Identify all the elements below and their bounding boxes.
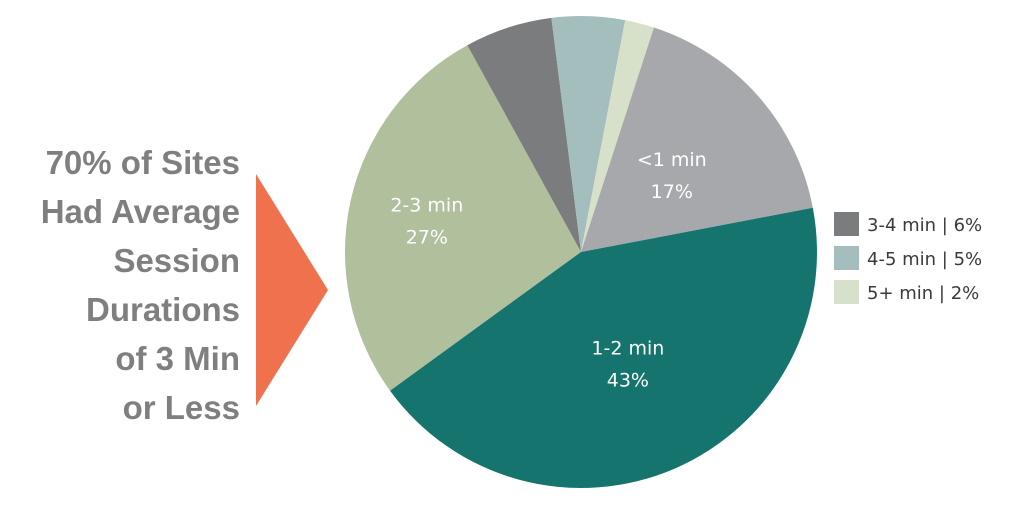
headline-line: Session <box>113 242 240 279</box>
headline-line: of 3 Min <box>115 340 240 377</box>
legend-swatch <box>834 212 859 236</box>
pie-slice-3-4-min <box>467 17 581 252</box>
pie-slice-labels: 2-3 min 27% <1 min 17% 1-2 min 43% <box>390 149 706 391</box>
legend-swatch <box>834 280 859 304</box>
pie-slice-1-2-min <box>390 207 817 488</box>
headline-line: Had Average <box>40 193 240 230</box>
pie-slice-1-min <box>581 27 813 253</box>
pointer-arrow <box>256 174 328 406</box>
slice-value-label: 17% <box>651 181 693 203</box>
pie-slices <box>344 16 817 488</box>
legend: 3-4 min | 6% 4-5 min | 5% 5+ min | 2% <box>834 212 982 304</box>
slice-category-label: 1-2 min <box>591 337 664 359</box>
pie-slice-4-5-min <box>551 16 626 252</box>
headline-line: or Less <box>122 389 240 426</box>
headline-line: Durations <box>85 291 240 328</box>
slice-category-label: <1 min <box>637 149 707 171</box>
headline-line: 70% of Sites <box>45 144 240 181</box>
pie-slice-2-3-min <box>344 45 581 391</box>
slice-value-label: 43% <box>607 369 649 391</box>
pie-slice-5-min <box>581 20 654 253</box>
slice-value-label: 27% <box>406 227 448 249</box>
legend-swatch <box>834 246 859 270</box>
slice-category-label: 2-3 min <box>390 195 463 217</box>
legend-label: 5+ min | 2% <box>867 283 979 304</box>
headline: 70% of Sites Had Average Session Duratio… <box>0 138 240 432</box>
legend-label: 3-4 min | 6% <box>867 215 982 236</box>
legend-label: 4-5 min | 5% <box>867 249 982 270</box>
